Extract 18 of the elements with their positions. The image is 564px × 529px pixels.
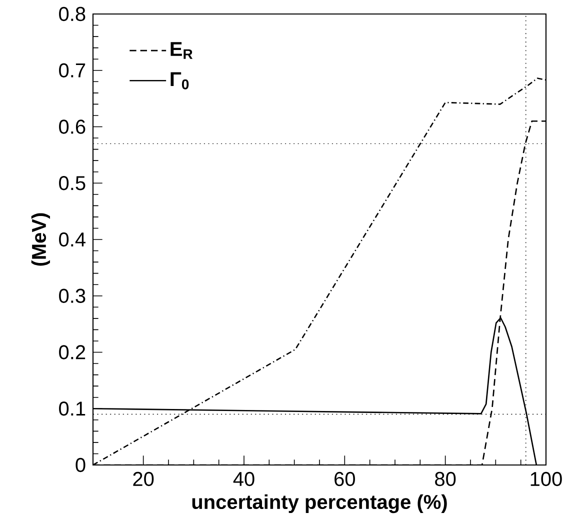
x-tick-label: 100 (530, 472, 562, 486)
x-tick-label: 20 (133, 472, 154, 486)
y-tick-label: 0.4 (59, 232, 86, 247)
legend-label: Γ$_{0}$ (170, 72, 189, 90)
y-tick-label: 0.6 (59, 120, 86, 134)
y-tick-label: 0.5 (59, 176, 86, 190)
y-tick-label: 0.3 (59, 288, 86, 303)
y-tick-label: 0.1 (59, 402, 86, 416)
x-tick-label: 60 (334, 472, 355, 486)
y-tick-label: 0.7 (59, 63, 86, 78)
y-tick-label: 0 (76, 458, 86, 472)
y-axis-title: (MeV) (31, 213, 50, 266)
x-tick-label: 40 (233, 472, 254, 486)
x-tick-label: 80 (435, 472, 456, 486)
x-axis-title: uncertainty percentage (%) (192, 494, 447, 514)
y-tick-label: 0.8 (59, 6, 86, 22)
y-tick-label: 0.2 (59, 345, 86, 360)
text: E$_{R}$ (170, 42, 193, 59)
